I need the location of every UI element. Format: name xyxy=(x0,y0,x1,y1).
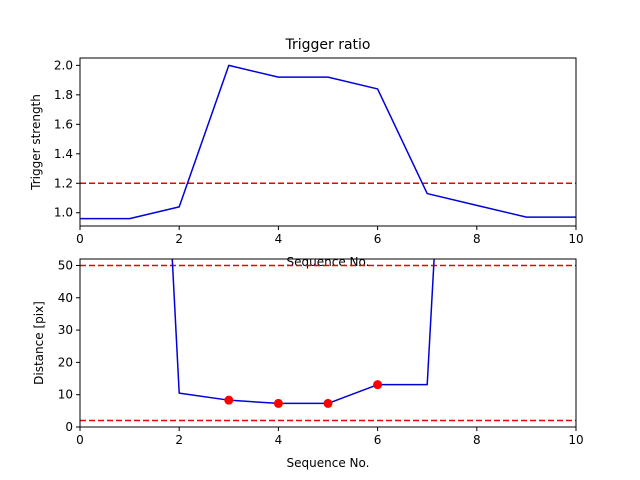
series-line-0 xyxy=(80,64,576,220)
distance-plot: 0 2 4 6 8 10 0 10 20 30 40 50 Sequence No. Distanc… xyxy=(32,258,584,470)
x-ticks: 0 2 4 6 8 10 xyxy=(76,427,584,447)
y-tick-label: 10 xyxy=(58,388,73,402)
x-tick-label: 0 xyxy=(76,232,84,246)
plot-frame xyxy=(79,258,577,428)
data-point-0 xyxy=(224,395,234,405)
y-tick-label: 1.0 xyxy=(54,206,73,220)
x-tick-label: 4 xyxy=(275,232,283,246)
threshold-lines xyxy=(80,264,576,422)
y-axis-label: Distance [pix] xyxy=(32,301,46,385)
y-tick-label: 2.0 xyxy=(54,58,73,72)
series-group xyxy=(171,259,435,405)
y-axis-label: Trigger strength xyxy=(29,94,43,191)
x-tick-label: 2 xyxy=(175,232,183,246)
y-tick-label: 1.4 xyxy=(54,147,73,161)
y-tick-label: 1.2 xyxy=(54,176,73,190)
chart-title: Trigger ratio xyxy=(284,37,370,53)
x-tick-label: 6 xyxy=(374,232,382,246)
marker-group xyxy=(224,380,383,408)
y-tick-label: 1.8 xyxy=(54,88,73,102)
x-tick-label: 8 xyxy=(473,232,481,246)
x-tick-label: 2 xyxy=(175,433,183,447)
x-tick-label: 4 xyxy=(275,433,283,447)
y-tick-label: 40 xyxy=(58,291,73,305)
x-tick-label: 10 xyxy=(568,433,583,447)
data-point-1 xyxy=(273,398,283,408)
y-tick-label: 50 xyxy=(58,258,73,272)
y-tick-label: 1.6 xyxy=(54,117,73,131)
data-point-2 xyxy=(323,398,333,408)
series-group xyxy=(80,64,576,220)
x-tick-label: 10 xyxy=(568,232,583,246)
plot-frame xyxy=(79,57,577,227)
y-tick-label: 20 xyxy=(58,355,73,369)
data-point-3 xyxy=(373,380,383,390)
x-ticks: 0 2 4 6 8 10 xyxy=(76,226,584,246)
x-axis-label: Sequence No. xyxy=(287,255,370,269)
x-tick-label: 0 xyxy=(76,433,84,447)
y-ticks: 0 10 20 30 40 50 xyxy=(58,258,80,434)
y-tick-label: 0 xyxy=(65,420,73,434)
x-tick-label: 6 xyxy=(374,433,382,447)
y-ticks: 1.0 1.2 1.4 1.6 1.8 2.0 xyxy=(54,58,80,220)
x-tick-label: 8 xyxy=(473,433,481,447)
x-axis-label: Sequence No. xyxy=(287,456,370,470)
series-line-0 xyxy=(171,259,435,405)
y-tick-label: 30 xyxy=(58,323,73,337)
